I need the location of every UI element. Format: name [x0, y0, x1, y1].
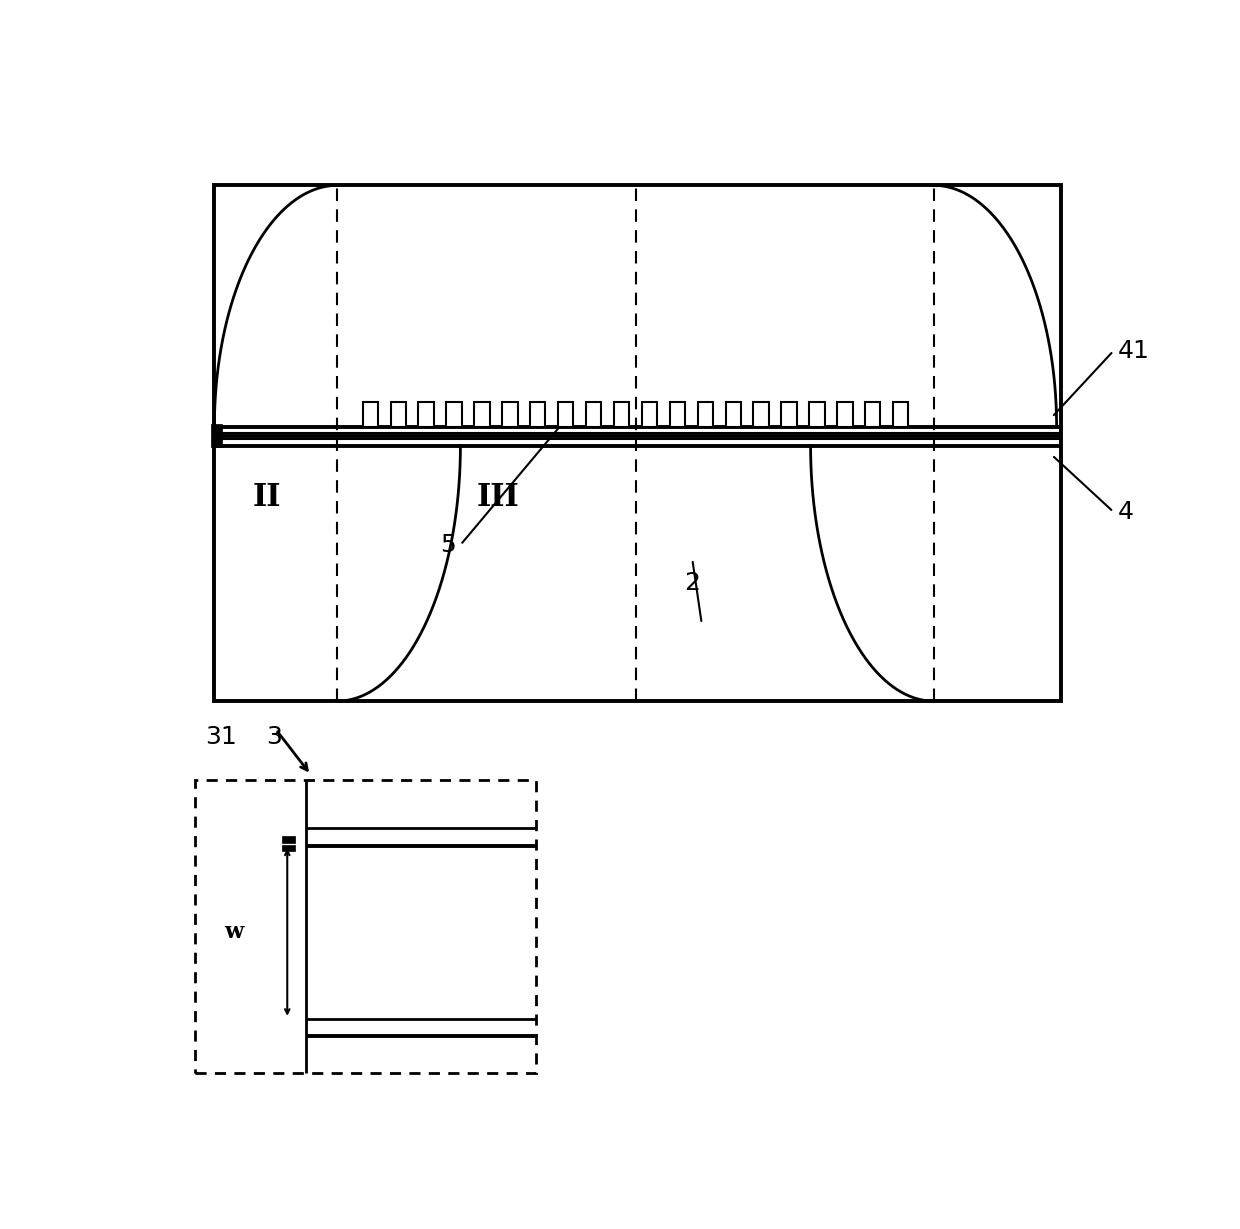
Bar	[362, 402, 378, 426]
Text: 41: 41	[1118, 339, 1149, 363]
Bar	[614, 402, 629, 426]
Text: 5: 5	[440, 533, 455, 557]
Bar	[502, 402, 517, 426]
Bar	[558, 402, 573, 426]
Bar	[698, 402, 713, 426]
Bar	[587, 402, 601, 426]
Bar	[866, 402, 880, 426]
Text: 4: 4	[1118, 500, 1135, 524]
Text: 31: 31	[205, 725, 237, 748]
Text: III: III	[477, 482, 520, 514]
Bar	[725, 402, 740, 426]
Bar	[893, 402, 909, 426]
Bar	[211, 440, 222, 447]
Bar	[531, 402, 546, 426]
Bar	[781, 402, 797, 426]
Bar	[391, 402, 405, 426]
Bar	[196, 779, 536, 1073]
Bar	[211, 424, 222, 431]
Bar	[418, 402, 434, 426]
Bar	[837, 402, 853, 426]
Bar	[810, 402, 825, 426]
Text: w: w	[223, 922, 243, 943]
Text: 3: 3	[267, 725, 283, 748]
Bar	[474, 402, 490, 426]
Bar	[642, 402, 657, 426]
Bar	[281, 844, 295, 852]
Text: 2: 2	[684, 570, 701, 595]
Bar	[215, 186, 1061, 701]
Text: II: II	[252, 482, 280, 514]
Bar	[754, 402, 769, 426]
Bar	[670, 402, 684, 426]
Bar	[281, 836, 295, 843]
Bar	[446, 402, 461, 426]
Bar	[211, 431, 222, 440]
